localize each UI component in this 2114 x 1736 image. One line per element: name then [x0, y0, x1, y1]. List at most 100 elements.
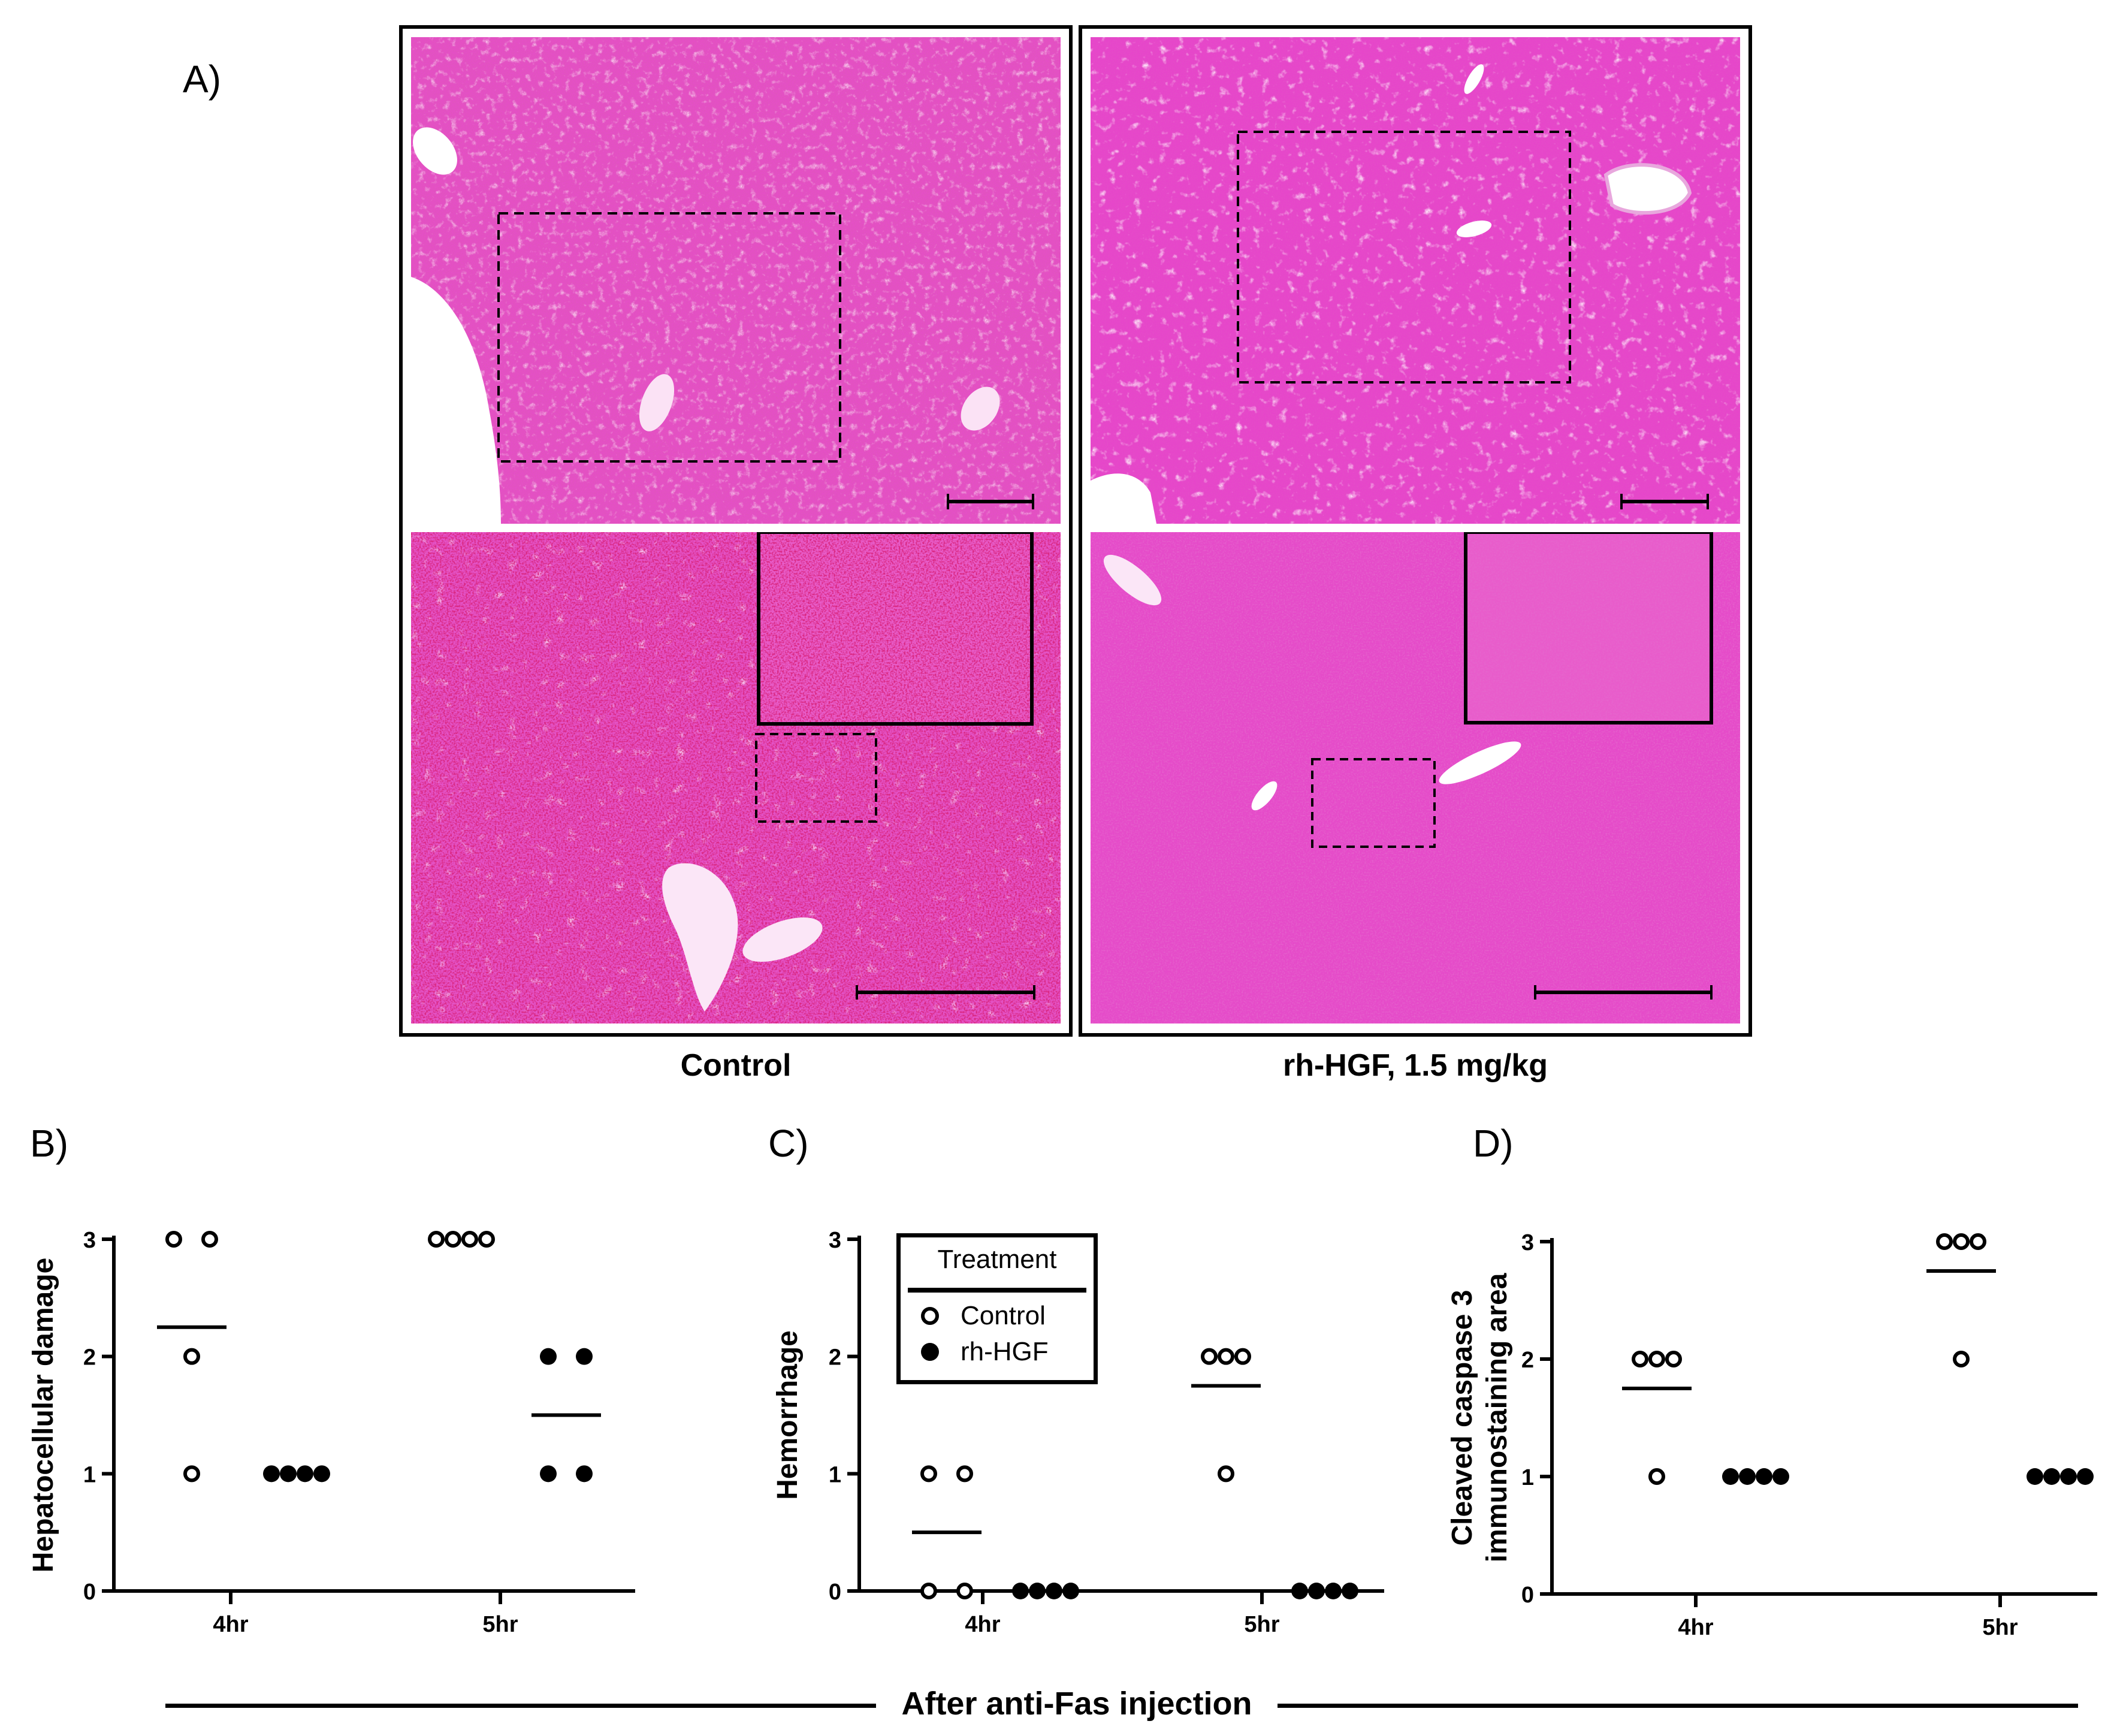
panel-b-point-rh-hgf	[313, 1465, 330, 1483]
panel-c-point-rh-hgf	[1291, 1583, 1308, 1599]
footer-label: After anti-Fas injection	[901, 1686, 1252, 1722]
panel-b-point-rh-hgf	[540, 1465, 557, 1483]
micrograph-frame-control	[399, 25, 1073, 1037]
panel-c-point-control	[1234, 1348, 1251, 1365]
panel-c-point-rh-hgf	[1308, 1583, 1325, 1599]
open-circle-icon	[921, 1307, 939, 1325]
panel-b-point-rh-hgf	[576, 1465, 593, 1483]
panel-d-point-control	[1648, 1351, 1665, 1367]
panel-d-point-control	[1632, 1351, 1648, 1367]
panel-c-y-tick-label: 3	[829, 1228, 841, 1253]
legend-item-control: Control	[921, 1301, 1046, 1331]
panel-d-letter: D)	[1473, 1122, 1514, 1165]
panel-d-point-rh-hgf	[2077, 1468, 2094, 1485]
panel-d-y-label: Cleaved caspase 3 immunostaining area	[1446, 1273, 1513, 1562]
micrograph-rh-hgf-low-mag	[1091, 37, 1740, 524]
panel-d-y-label-line: Cleaved caspase 3	[1446, 1290, 1478, 1546]
chart-hemorrhage: 0 1 2 3 4hr 5hr Hemorrhage	[772, 1228, 1384, 1637]
panel-d-point-rh-hgf	[2043, 1468, 2060, 1485]
panel-c-point-control	[1218, 1348, 1234, 1365]
panel-b-point-rh-hgf	[280, 1465, 297, 1483]
panel-c-y-tick-label: 2	[829, 1345, 841, 1370]
panel-d-point-control	[1970, 1233, 1986, 1250]
panel-b-point-control	[461, 1231, 478, 1248]
panel-c-point-rh-hgf	[1325, 1583, 1342, 1599]
panel-c-y-tick-label: 1	[829, 1462, 841, 1487]
micrograph-rh-hgf-low-mag-image	[1091, 37, 1740, 524]
micrograph-control-high-mag	[411, 532, 1061, 1024]
panel-c-x-tick-label: 4hr	[965, 1612, 1000, 1637]
panel-c-letter: C)	[768, 1122, 809, 1165]
micrograph-control-low-mag	[411, 37, 1061, 524]
panel-d-point-control	[1936, 1233, 1953, 1250]
panel-b-y-tick-label: 3	[83, 1228, 96, 1253]
panel-b-point-rh-hgf	[540, 1348, 557, 1365]
panel-c-point-control	[1218, 1465, 1234, 1483]
filled-circle-icon	[921, 1343, 939, 1361]
micrograph-rh-hgf-high-mag	[1091, 532, 1740, 1024]
panel-d-point-control	[1665, 1351, 1682, 1367]
panel-d-x-tick-label: 5hr	[1982, 1615, 2018, 1640]
panel-b-point-control	[478, 1231, 495, 1248]
panel-a-letter: A)	[183, 58, 221, 101]
panel-c-point-control	[956, 1583, 973, 1599]
micrograph-frame-rh-hgf	[1079, 25, 1752, 1037]
footer-rule-right	[1278, 1704, 2078, 1708]
legend: Treatment Control rh-HGF	[896, 1233, 1098, 1384]
caption-control: Control	[680, 1048, 792, 1083]
panel-d-y-label-line: immunostaining area	[1481, 1273, 1513, 1562]
legend-rule	[908, 1288, 1086, 1293]
panel-b-point-control	[183, 1465, 200, 1483]
panel-c-point-rh-hgf	[1046, 1583, 1062, 1599]
panel-d-point-control	[1953, 1233, 1970, 1250]
panel-c-point-rh-hgf	[1012, 1583, 1029, 1599]
panel-c-point-control	[920, 1583, 937, 1599]
panel-d-y-tick-label: 2	[1521, 1348, 1534, 1373]
footer-rule-left	[165, 1704, 876, 1708]
legend-item-rh-hgf-label: rh-HGF	[961, 1337, 1049, 1366]
panel-d-point-control	[1648, 1468, 1665, 1485]
panel-b-point-control	[428, 1231, 445, 1248]
panel-c-point-control	[956, 1465, 973, 1483]
panel-d-y-tick-label: 0	[1521, 1583, 1534, 1608]
panel-b-point-rh-hgf	[576, 1348, 593, 1365]
chart-hepatocellular-damage: 0 1 2 3 4hr 5hr Hepatocellular damage	[28, 1228, 635, 1637]
panel-b-y-tick-label: 1	[83, 1462, 96, 1487]
panel-d-point-rh-hgf	[1772, 1468, 1789, 1485]
panel-d-x-tick-label: 4hr	[1678, 1615, 1713, 1640]
panel-b-point-control	[445, 1231, 461, 1248]
panel-c-point-control	[1201, 1348, 1218, 1365]
micrograph-control-low-mag-image	[411, 37, 1061, 524]
panel-d-point-rh-hgf	[1739, 1468, 1756, 1485]
panel-c-point-control	[920, 1465, 937, 1483]
panel-b-y-label: Hepatocellular damage	[28, 1258, 59, 1573]
panel-c-y-tick-label: 0	[829, 1580, 841, 1605]
micrograph-rh-hgf-high-mag-image	[1091, 532, 1740, 1024]
micrograph-control-high-mag-image	[411, 532, 1061, 1024]
panel-b-y-tick-label: 0	[83, 1580, 96, 1605]
panel-b-x-tick-label: 4hr	[213, 1612, 248, 1637]
panel-c-point-rh-hgf	[1029, 1583, 1046, 1599]
legend-item-rh-hgf: rh-HGF	[921, 1337, 1049, 1367]
chart-cleaved-caspase-3: 0 1 2 3 4hr 5hr Cleaved caspase 3 immunostainin…	[1446, 1230, 2097, 1640]
caption-rh-hgf: rh-HGF, 1.5 mg/kg	[1282, 1048, 1548, 1083]
panel-b-letter: B)	[30, 1122, 68, 1165]
panel-d-point-control	[1953, 1351, 1970, 1367]
panel-b-point-rh-hgf	[297, 1465, 313, 1483]
panel-d-point-rh-hgf	[1722, 1468, 1739, 1485]
panel-b-x-tick-label: 5hr	[482, 1612, 518, 1637]
panel-d-y-tick-label: 1	[1521, 1465, 1534, 1490]
panel-b-point-control	[201, 1231, 218, 1248]
panel-d-point-rh-hgf	[2060, 1468, 2077, 1485]
legend-item-control-label: Control	[961, 1301, 1046, 1330]
panel-b-point-rh-hgf	[263, 1465, 280, 1483]
panel-b-point-control	[165, 1231, 182, 1248]
panel-d-y-tick-label: 3	[1521, 1230, 1534, 1255]
panel-b-point-control	[183, 1348, 200, 1365]
panel-c-y-label: Hemorrhage	[772, 1330, 804, 1500]
panel-c-x-tick-label: 5hr	[1244, 1612, 1279, 1637]
panel-b-y-tick-label: 2	[83, 1345, 96, 1370]
panel-d-point-rh-hgf	[1756, 1468, 1772, 1485]
panel-d-point-rh-hgf	[2027, 1468, 2043, 1485]
panel-c-point-rh-hgf	[1062, 1583, 1079, 1599]
